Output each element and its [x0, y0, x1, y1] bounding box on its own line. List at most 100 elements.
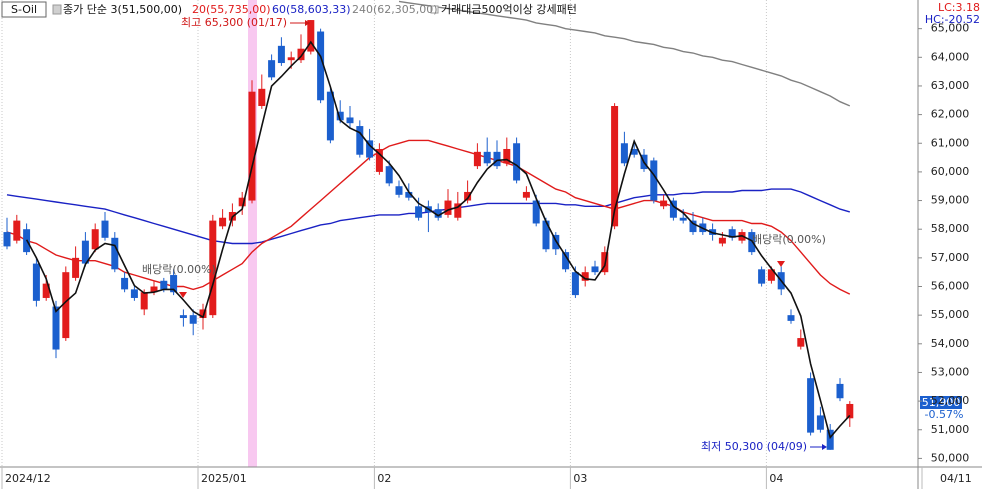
candle-body [454, 203, 462, 218]
candle-body [140, 292, 148, 310]
candle-body [336, 111, 344, 121]
candle-body [493, 151, 501, 167]
candle-body [42, 283, 50, 298]
y-tick-label: 53,000 [931, 365, 970, 378]
y-tick-label: 51,000 [931, 423, 970, 436]
candle-body [385, 166, 393, 184]
y-tick-label: 65,000 [931, 22, 970, 35]
candle-body [591, 266, 599, 273]
highlight-band [248, 0, 257, 467]
ex-dividend-label: 배당락(0.00%) [142, 263, 216, 276]
candle-body [807, 378, 815, 433]
candle-body [121, 277, 129, 290]
candle-body [366, 140, 374, 158]
candle-body [72, 257, 80, 278]
candle-body [287, 57, 295, 61]
candle-body [150, 286, 158, 293]
candle-body [81, 240, 89, 264]
ma-line [6, 139, 851, 295]
candle-body [826, 429, 834, 450]
candle-body [689, 220, 697, 233]
plot-area [1, 0, 854, 467]
candle-body [660, 200, 668, 207]
x-tick-label: 2025/01 [201, 472, 247, 485]
candle-body [277, 45, 285, 64]
candle-body [522, 191, 530, 198]
high-annotation: 최고 65,300 (01/17) [181, 16, 287, 29]
candle-body [767, 269, 775, 281]
candle-body [679, 217, 687, 221]
legend-entry: 20(55,735,00) [192, 3, 271, 16]
legend-entry: 60(58,603,33) [272, 3, 351, 16]
high-arrowhead [305, 20, 310, 26]
low-annotation: 최저 50,300 (04/09) [701, 440, 807, 453]
x-tick-label: 04 [769, 472, 783, 485]
candle-body [532, 200, 540, 224]
candle-body [238, 197, 246, 207]
candle-body [91, 229, 99, 250]
y-tick-label: 50,000 [931, 451, 970, 464]
candle-body [209, 220, 217, 316]
ex-dividend-label: 배당락(0.00%) [752, 233, 826, 246]
candle-body [130, 289, 138, 298]
legend-icon [52, 4, 62, 15]
candle-body [718, 237, 726, 244]
candle-body [728, 229, 736, 238]
legend-entry: 240(62,305,00) [352, 3, 438, 16]
candle-body [101, 220, 109, 238]
candle-body [620, 143, 628, 164]
y-tick-label: 63,000 [931, 79, 970, 92]
candle-body [562, 252, 570, 270]
candle-body [513, 143, 521, 181]
candle-body [317, 31, 325, 101]
pattern-icon [430, 5, 439, 14]
candle-body [669, 200, 677, 218]
candle-body [787, 315, 795, 321]
candle-body [444, 200, 452, 215]
candle-body [248, 91, 256, 201]
legend-entry: 종가 단순 3(51,500,00) [63, 3, 182, 16]
candle-body [836, 383, 844, 399]
candle-body [395, 186, 403, 195]
candle-body [758, 269, 766, 284]
candle-body [62, 272, 70, 339]
candle-body [571, 272, 579, 296]
candle-body [464, 191, 472, 201]
candle-body [297, 48, 305, 61]
candle-body [170, 275, 178, 293]
candle-body [650, 160, 658, 201]
y-tick-label: 54,000 [931, 337, 970, 350]
ma-line [25, 40, 851, 440]
candle-body [846, 403, 854, 419]
candle-body [797, 338, 805, 347]
candle-body [630, 148, 638, 155]
chart-title: S-Oil [11, 3, 37, 16]
candle-body [483, 151, 491, 164]
candle-body [415, 206, 423, 218]
candle-body [189, 315, 197, 324]
candle-body [542, 220, 550, 250]
pattern-label: 거래대금500억이상 강세패턴 [441, 3, 577, 16]
candle-body [434, 209, 442, 218]
candle-body [52, 306, 60, 350]
low-arrowhead [822, 444, 827, 450]
y-tick-label: 55,000 [931, 308, 970, 321]
candle-body [179, 315, 187, 319]
ex-dividend-marker [179, 292, 187, 298]
candle-body [581, 272, 589, 281]
y-tick-label: 61,000 [931, 136, 970, 149]
candle-body [473, 151, 481, 167]
candle-body [326, 91, 334, 141]
last-price-label: 51,900 [922, 396, 961, 409]
candle-body [13, 220, 21, 241]
candle-body [3, 232, 11, 247]
candle-body [258, 88, 266, 107]
y-tick-label: 60,000 [931, 165, 970, 178]
last-date: 04/11 [940, 472, 972, 485]
y-tick-label: 57,000 [931, 251, 970, 264]
ex-dividend-marker [777, 261, 785, 267]
last-price-tag [920, 396, 962, 409]
title-box [1, 1, 47, 18]
